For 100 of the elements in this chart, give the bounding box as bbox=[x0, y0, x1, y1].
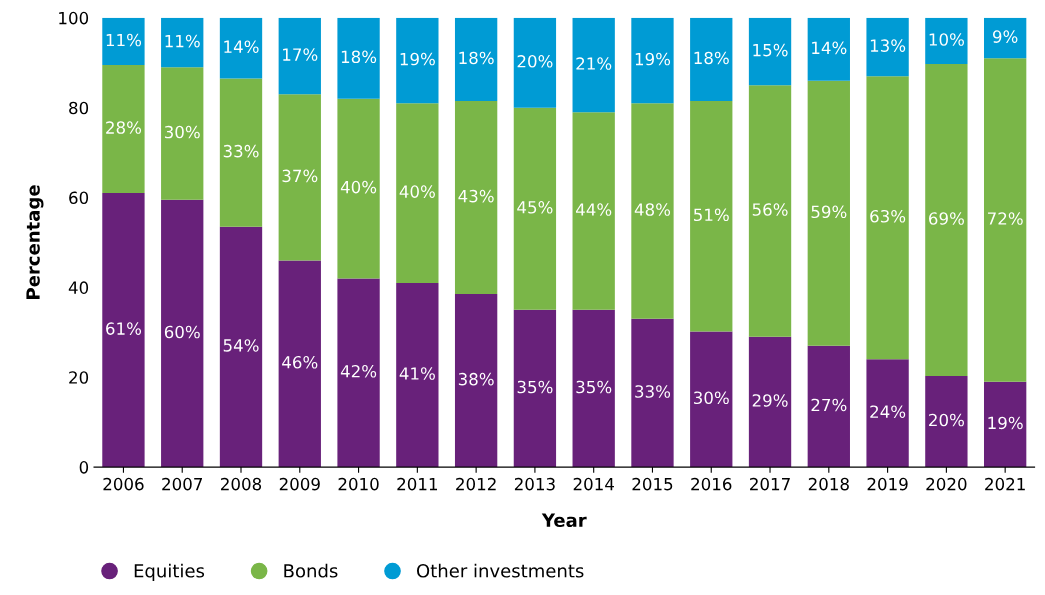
x-tick-label: 2011 bbox=[397, 477, 438, 491]
x-axis-title: Year bbox=[541, 513, 587, 528]
bar bbox=[337, 98, 380, 279]
y-axis-title: Percentage bbox=[26, 185, 44, 299]
bar bbox=[748, 17, 792, 86]
data-label: 19% bbox=[400, 52, 435, 66]
data-label: 24% bbox=[870, 405, 906, 418]
bar bbox=[748, 85, 792, 337]
bar bbox=[396, 17, 439, 104]
y-tick-label: 80 bbox=[69, 101, 89, 115]
bar bbox=[278, 17, 321, 95]
data-label: 30% bbox=[164, 125, 200, 139]
y-tick-label: 40 bbox=[68, 281, 89, 294]
bar bbox=[278, 94, 321, 261]
data-label: 19% bbox=[988, 416, 1023, 430]
data-label: 10% bbox=[929, 33, 964, 46]
data-label: 18% bbox=[341, 50, 377, 64]
bar bbox=[572, 17, 615, 113]
data-label: 33% bbox=[223, 144, 259, 158]
legend-label: Bonds bbox=[284, 563, 338, 578]
bar bbox=[454, 294, 498, 468]
data-label: 21% bbox=[576, 57, 612, 70]
bar bbox=[748, 336, 792, 468]
bar bbox=[631, 318, 674, 468]
bar bbox=[984, 17, 1027, 59]
data-label: 14% bbox=[812, 41, 847, 55]
data-label: 17% bbox=[283, 48, 318, 61]
data-label: 18% bbox=[459, 51, 494, 65]
x-tick-label: 2017 bbox=[750, 477, 790, 491]
bar bbox=[866, 359, 909, 468]
data-label: 29% bbox=[752, 394, 788, 407]
bar bbox=[161, 17, 204, 68]
x-tick-label: 2020 bbox=[926, 477, 967, 491]
data-label: 44% bbox=[575, 203, 612, 216]
x-tick-label: 2012 bbox=[456, 477, 496, 491]
x-tick-label: 2014 bbox=[573, 477, 614, 491]
data-label: 51% bbox=[694, 208, 729, 222]
bar bbox=[278, 260, 321, 468]
data-label: 43% bbox=[458, 189, 494, 203]
bar bbox=[219, 226, 263, 468]
data-label: 15% bbox=[753, 43, 788, 57]
data-label: 61% bbox=[106, 322, 142, 335]
x-tick-label: 2009 bbox=[279, 477, 320, 491]
bar bbox=[925, 375, 968, 468]
data-label: 27% bbox=[811, 398, 847, 412]
data-label: 9% bbox=[992, 30, 1018, 43]
bar bbox=[690, 100, 733, 332]
data-label: 63% bbox=[870, 209, 906, 223]
bar bbox=[513, 17, 557, 108]
bar bbox=[102, 17, 145, 66]
bar bbox=[396, 282, 439, 468]
bar bbox=[161, 199, 204, 468]
data-label: 45% bbox=[517, 201, 553, 214]
data-label: 56% bbox=[752, 203, 788, 216]
y-tick-label: 0 bbox=[79, 461, 89, 474]
data-label: 38% bbox=[458, 372, 494, 386]
data-label: 20% bbox=[929, 413, 964, 427]
data-label: 40% bbox=[399, 185, 435, 198]
bar bbox=[454, 17, 498, 101]
bar bbox=[219, 17, 263, 79]
data-label: 48% bbox=[634, 203, 671, 216]
bar bbox=[807, 80, 850, 346]
bar bbox=[513, 107, 557, 310]
x-tick-label: 2015 bbox=[632, 477, 673, 491]
data-label: 11% bbox=[165, 34, 200, 48]
bar bbox=[984, 58, 1027, 382]
y-tick-label: 60 bbox=[69, 191, 89, 205]
x-tick-label: 2006 bbox=[103, 477, 144, 491]
data-label: 33% bbox=[635, 385, 671, 398]
data-label: 11% bbox=[106, 33, 142, 47]
bar bbox=[102, 193, 145, 468]
bar bbox=[454, 100, 498, 295]
data-label: 60% bbox=[164, 325, 200, 339]
data-label: 72% bbox=[988, 212, 1023, 225]
x-tick-label: 2008 bbox=[221, 477, 262, 491]
y-tick-label: 100 bbox=[59, 11, 89, 25]
data-label: 18% bbox=[694, 51, 729, 65]
bar bbox=[925, 17, 968, 65]
bar bbox=[807, 17, 850, 81]
bar bbox=[161, 67, 204, 200]
data-label: 41% bbox=[399, 367, 435, 380]
x-tick-label: 2019 bbox=[867, 477, 908, 491]
bar bbox=[631, 17, 674, 104]
legend-label: Other investments bbox=[416, 563, 584, 578]
bar bbox=[572, 112, 615, 310]
data-label: 13% bbox=[870, 39, 906, 52]
bar bbox=[102, 65, 145, 194]
y-tick-label: 20 bbox=[69, 371, 89, 384]
x-tick-label: 2016 bbox=[691, 477, 732, 491]
bar bbox=[337, 17, 380, 99]
data-label: 35% bbox=[576, 380, 612, 394]
data-label: 20% bbox=[517, 55, 553, 68]
bar bbox=[513, 309, 557, 468]
data-label: 28% bbox=[106, 121, 142, 134]
legend-label: Equities bbox=[134, 563, 205, 582]
data-label: 37% bbox=[282, 169, 318, 183]
x-tick-label: 2013 bbox=[514, 477, 555, 491]
bar bbox=[866, 17, 909, 77]
bar bbox=[984, 381, 1027, 468]
data-label: 19% bbox=[635, 52, 671, 66]
